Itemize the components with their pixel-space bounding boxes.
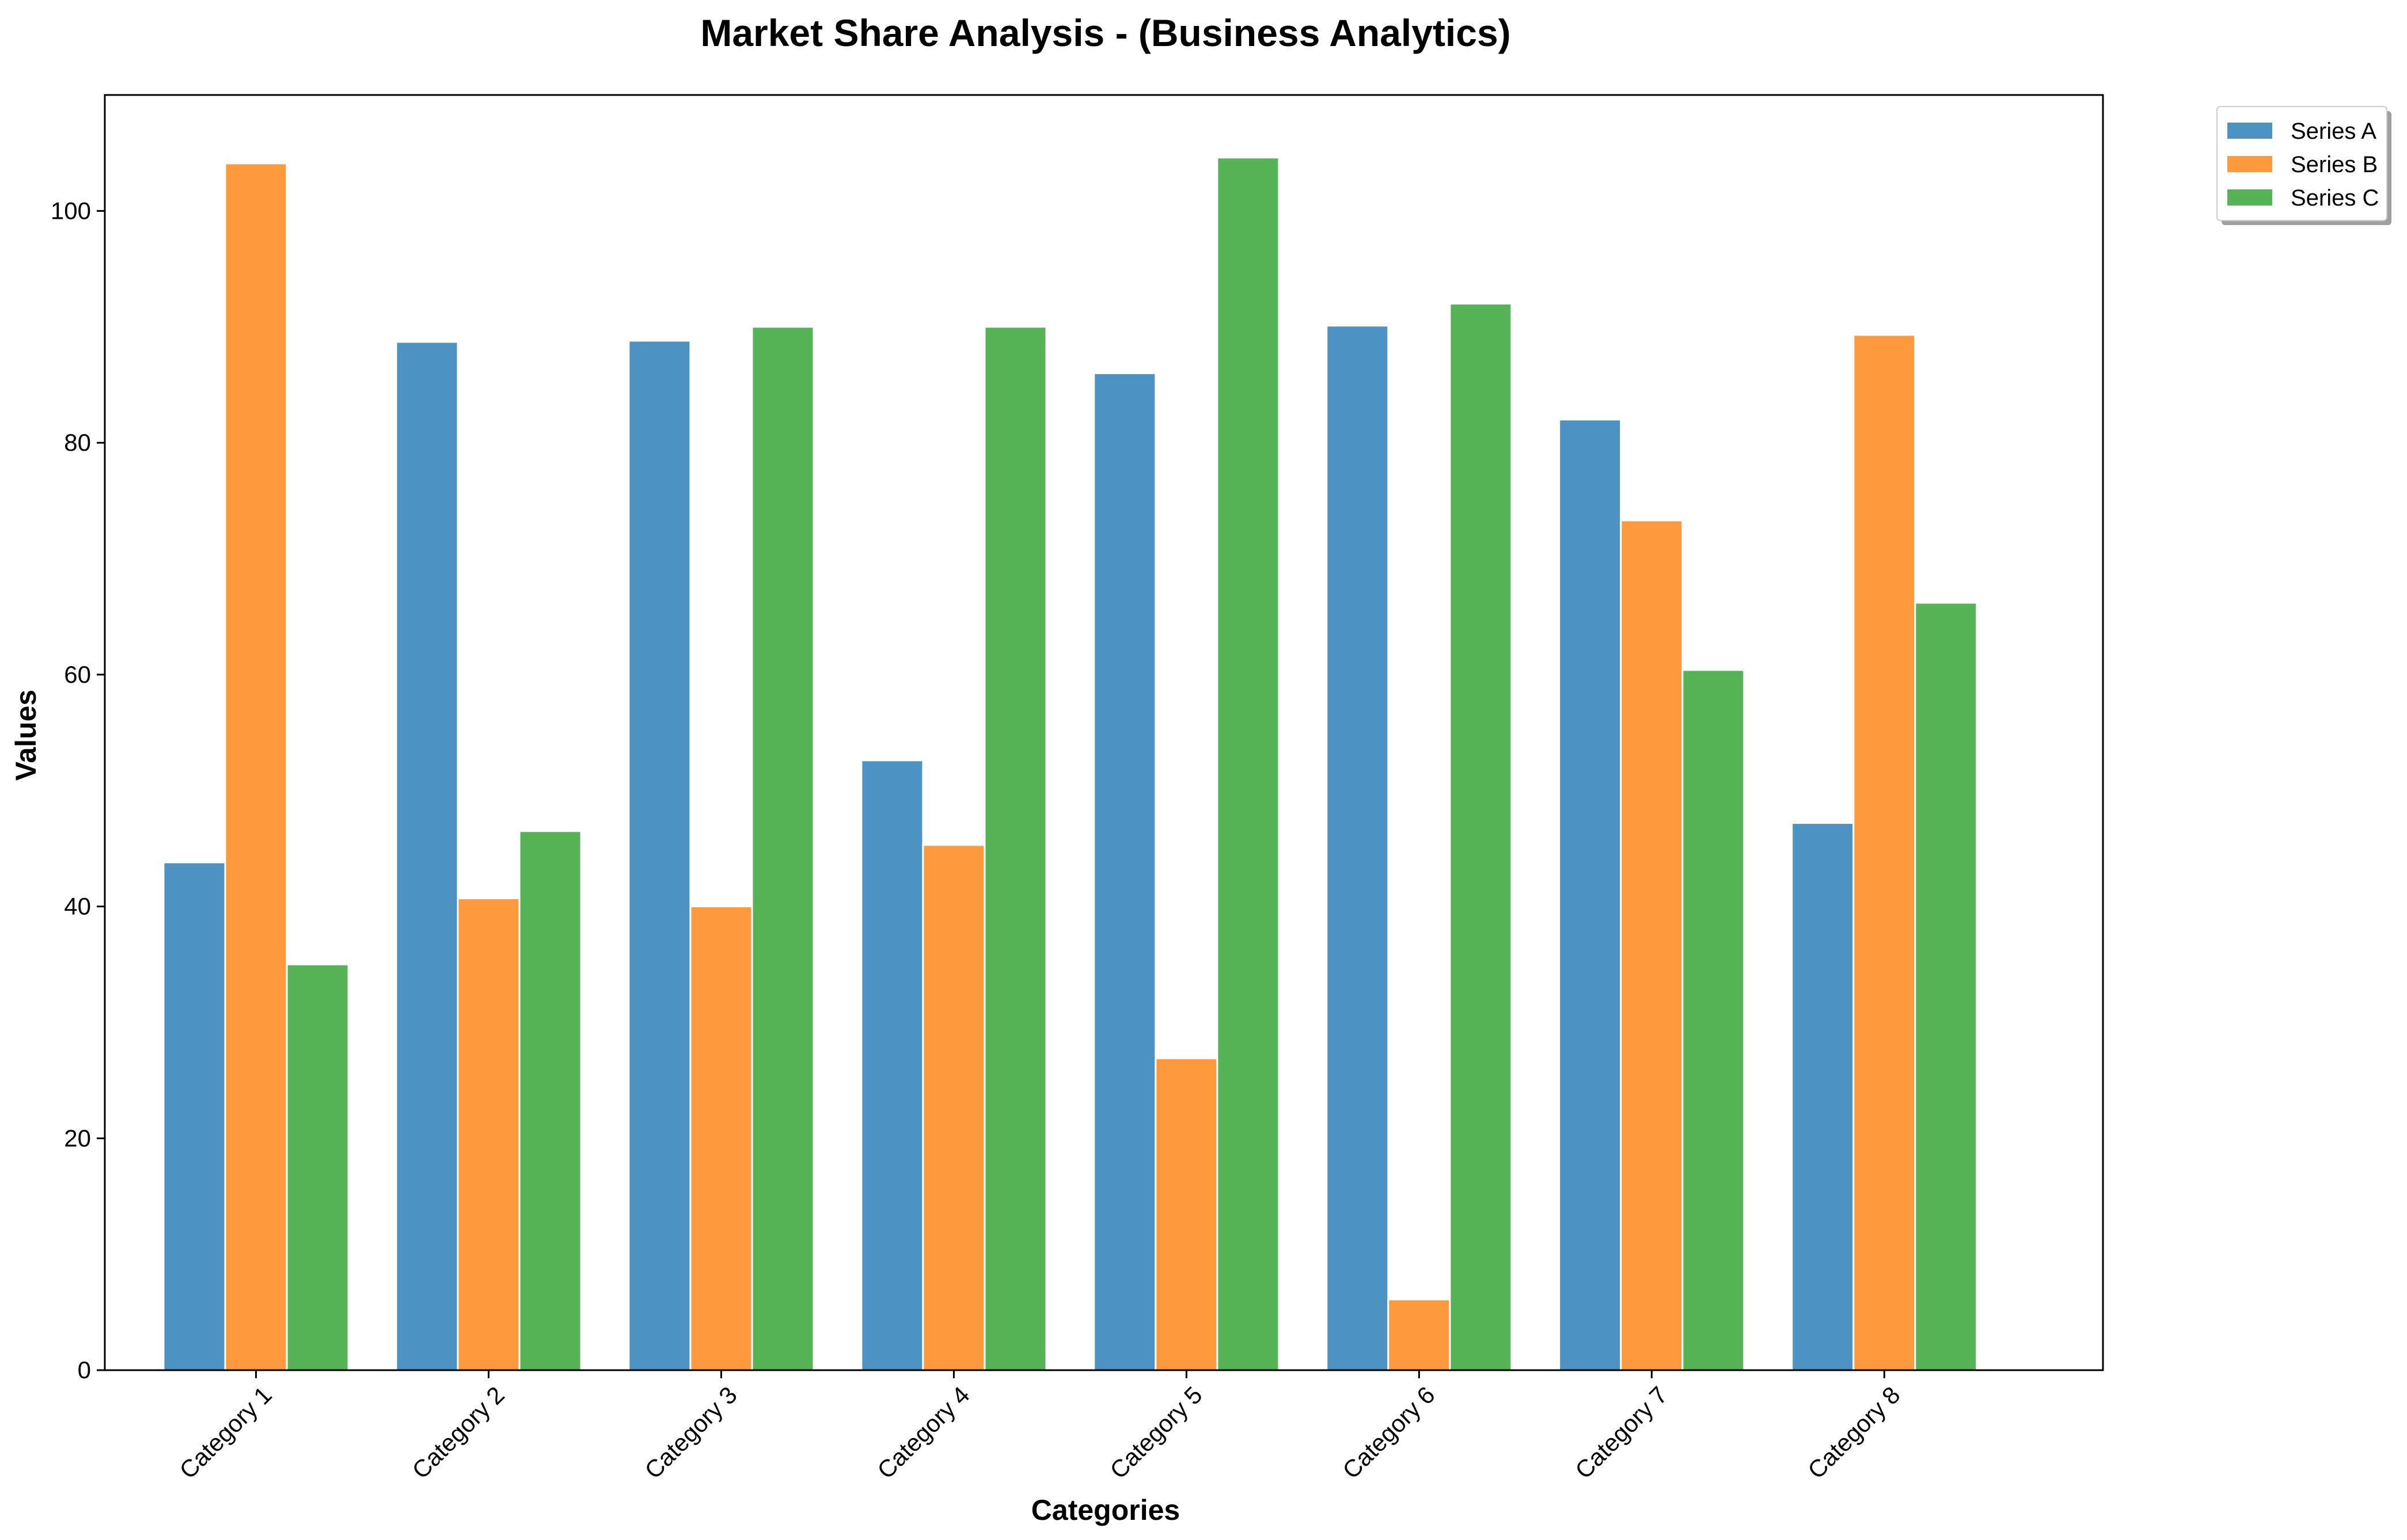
bar-1-8 (1791, 822, 1855, 1371)
bar-2-8 (1852, 334, 1916, 1371)
y-tick-label: 80 (64, 429, 91, 456)
bar-1-1 (162, 861, 226, 1371)
y-tick-label: 0 (78, 1356, 91, 1383)
y-tick-label: 100 (51, 197, 91, 224)
x-tick-label: Category 2 (407, 1381, 510, 1484)
x-tick-label: Category 7 (1570, 1381, 1673, 1484)
bar-3-3 (751, 326, 815, 1371)
legend-swatch (2227, 156, 2272, 172)
x-axis-title: Categories (1031, 1494, 1180, 1526)
bar-3-5 (1216, 157, 1280, 1371)
legend-swatch (2227, 189, 2272, 206)
bar-2-2 (457, 897, 521, 1371)
chart-title: Market Share Analysis - (Business Analyt… (700, 12, 1510, 54)
x-tick-label: Category 1 (174, 1381, 277, 1484)
y-tick-label: 20 (64, 1124, 91, 1151)
x-tick-label: Category 4 (872, 1381, 975, 1484)
legend-swatch (2227, 123, 2272, 139)
bar-1-7 (1558, 419, 1622, 1371)
axes-frame (104, 94, 2104, 1371)
bar-1-5 (1093, 372, 1157, 1371)
bar-1-6 (1326, 325, 1389, 1371)
legend-label: Series B (2291, 152, 2378, 177)
bar-1-3 (628, 340, 692, 1371)
bar-3-2 (518, 830, 582, 1371)
bar-2-5 (1155, 1057, 1218, 1371)
bar-2-4 (922, 844, 986, 1371)
bar-2-7 (1620, 519, 1684, 1371)
x-tick-label: Category 8 (1802, 1381, 1905, 1484)
y-tick-label: 60 (64, 661, 91, 688)
legend: Series A Series B Series C (2216, 106, 2391, 225)
bar-2-1 (224, 162, 288, 1371)
bar-3-7 (1681, 669, 1745, 1371)
plot-area: 0 20 40 60 80 100 Category 1 Category 2 Category… (51, 94, 2104, 1484)
legend-label: Series C (2291, 185, 2379, 211)
x-tick-label: Category 3 (639, 1381, 742, 1484)
bar-3-6 (1449, 303, 1513, 1371)
y-axis-title: Values (10, 690, 42, 781)
bar-1-2 (395, 341, 459, 1371)
bar-3-1 (286, 963, 350, 1371)
legend-label: Series A (2291, 119, 2376, 144)
bar-2-3 (689, 906, 753, 1371)
bar-3-8 (1914, 602, 1978, 1371)
bar-3-4 (984, 326, 1047, 1371)
x-tick-label: Category 6 (1337, 1381, 1440, 1484)
bar-2-6 (1387, 1298, 1451, 1371)
bar-1-4 (860, 759, 924, 1371)
x-tick-label: Category 5 (1104, 1381, 1208, 1484)
y-tick-label: 40 (64, 893, 91, 920)
